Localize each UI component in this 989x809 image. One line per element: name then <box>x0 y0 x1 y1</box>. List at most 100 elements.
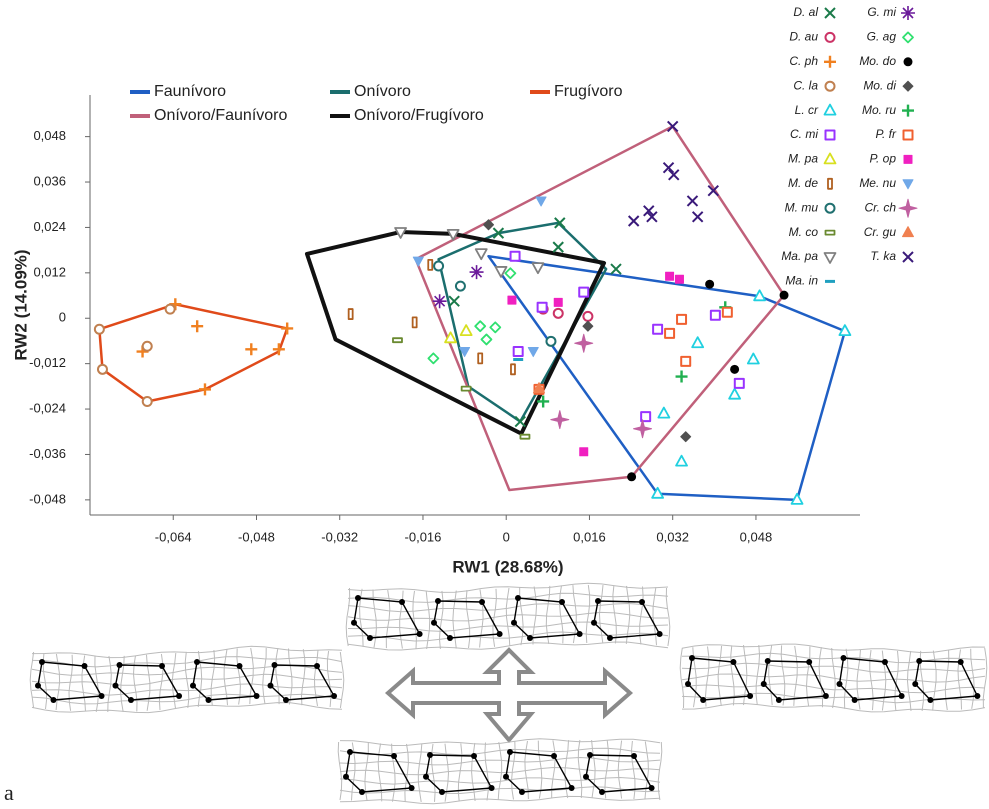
data-point <box>515 417 525 427</box>
data-point <box>711 311 720 320</box>
y-tick-label: -0,012 <box>29 355 66 370</box>
landmark <box>569 785 575 791</box>
legend-label: Mo. do <box>859 54 896 68</box>
landmark <box>355 595 361 601</box>
legend-marker <box>828 179 832 189</box>
x-tick-label: -0,032 <box>321 529 358 544</box>
grid-line <box>658 742 662 800</box>
legend-label: M. co <box>789 225 819 239</box>
grid-line <box>134 656 138 712</box>
data-point <box>470 265 484 279</box>
landmark <box>761 681 767 687</box>
landmark <box>331 693 337 699</box>
data-point <box>349 309 353 319</box>
data-point <box>98 365 107 374</box>
data-point <box>553 242 563 252</box>
data-point <box>675 275 683 283</box>
data-point <box>505 268 515 278</box>
data-point <box>538 303 547 312</box>
landmark <box>254 693 260 699</box>
landmark <box>82 663 88 669</box>
legend-label: Cr. ch <box>864 200 896 214</box>
legend-label: D. au <box>789 30 818 44</box>
landmark <box>359 789 365 795</box>
x-tick-label: 0,048 <box>740 529 773 544</box>
landmark <box>128 697 134 703</box>
data-point <box>580 448 588 456</box>
grid-line <box>340 768 660 775</box>
grid-line <box>172 653 176 709</box>
deformation-grid <box>30 646 344 712</box>
data-point <box>687 196 697 206</box>
landmark <box>765 658 771 664</box>
legend-label: Onívoro/Faunívoro <box>154 107 288 124</box>
x-tick-label: -0,016 <box>405 529 442 544</box>
legend-label: C. ph <box>789 54 818 68</box>
y-axis-label: RW2 (14.09%) <box>11 249 30 360</box>
landmark <box>974 693 980 699</box>
landmark <box>823 693 829 699</box>
x-axis-label: RW1 (28.68%) <box>452 557 563 576</box>
landmark <box>519 789 525 795</box>
legend-marker <box>904 155 912 163</box>
data-point <box>681 357 690 366</box>
data-point <box>496 267 507 277</box>
data-point <box>281 322 293 334</box>
landmark <box>527 635 533 641</box>
data-point <box>723 308 732 317</box>
legend-label: Mo. ru <box>862 103 896 117</box>
landmark <box>882 659 888 665</box>
landmark <box>113 683 119 689</box>
data-point <box>428 260 432 270</box>
legend-marker <box>904 131 913 140</box>
landmark <box>347 749 353 755</box>
grid-line <box>605 740 608 798</box>
landmark <box>314 663 320 669</box>
legend-label: Ma. pa <box>781 249 818 263</box>
data-point <box>731 365 739 373</box>
data-point <box>666 272 674 280</box>
data-point <box>748 353 759 363</box>
panel-label: a <box>4 780 14 805</box>
landmark <box>958 659 964 665</box>
landmark <box>272 662 278 668</box>
data-point <box>554 309 563 318</box>
data-point <box>681 432 691 442</box>
landmark <box>159 663 165 669</box>
data-point <box>575 334 593 352</box>
data-point <box>449 296 459 306</box>
data-point <box>413 317 417 327</box>
data-point <box>456 282 465 291</box>
landmark <box>409 785 415 791</box>
landmark <box>51 697 57 703</box>
x-tick-label: -0,048 <box>238 529 275 544</box>
landmark <box>912 681 918 687</box>
figure: RW1 (28.68%) RW2 (14.09%) a -0,064-0,048… <box>0 0 989 809</box>
data-point <box>433 294 447 308</box>
grid-line <box>983 648 987 708</box>
grid-line <box>32 703 342 713</box>
legend-marker <box>903 252 913 262</box>
landmark <box>595 598 601 604</box>
y-tick-label: 0,036 <box>33 173 66 188</box>
data-point <box>143 342 152 351</box>
data-point <box>476 249 487 259</box>
y-tick-label: 0,048 <box>33 128 66 143</box>
data-point <box>511 364 515 374</box>
x-tick-label: 0 <box>503 529 510 544</box>
legend-marker <box>825 8 835 18</box>
grid-line <box>418 744 422 802</box>
landmark <box>206 697 212 703</box>
landmark <box>551 753 557 759</box>
data-point <box>461 325 472 335</box>
data-point <box>166 305 175 314</box>
data-point <box>676 371 688 383</box>
grid-line <box>340 796 660 803</box>
landmark <box>117 662 123 668</box>
legend-marker <box>899 199 917 217</box>
grid-line <box>466 590 470 648</box>
data-point <box>583 312 592 321</box>
legend-label: P. fr <box>876 127 897 141</box>
landmark <box>806 659 812 665</box>
grid-line <box>769 645 773 705</box>
